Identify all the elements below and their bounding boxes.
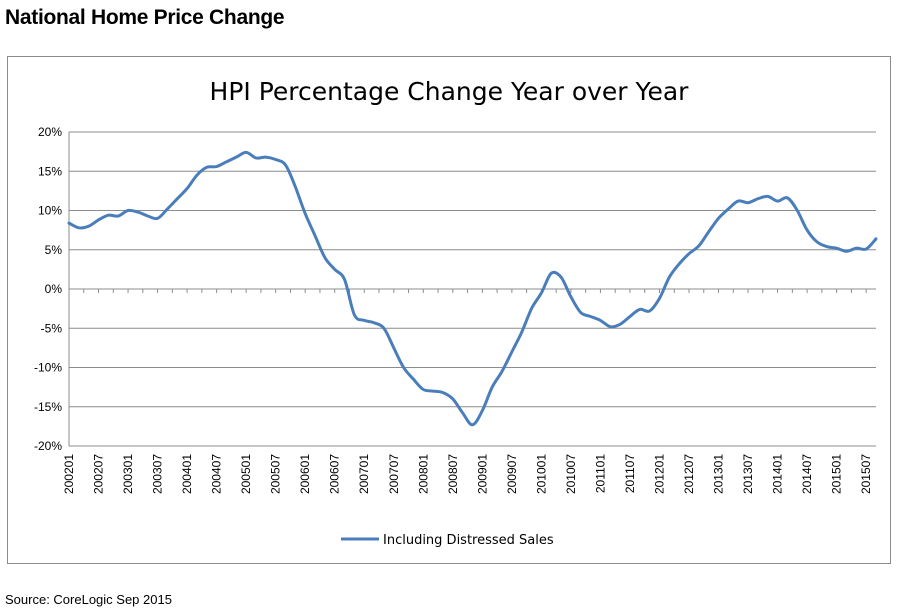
x-tick-label: 200707 — [387, 454, 401, 494]
x-tick-label: 200807 — [446, 454, 460, 494]
y-tick-label: 15% — [38, 164, 62, 178]
x-tick-label: 200907 — [505, 454, 519, 494]
x-tick-label: 201001 — [534, 454, 548, 494]
x-tick-label: 201101 — [593, 454, 607, 493]
x-tick-label: 200301 — [121, 454, 135, 494]
y-tick-label: 20% — [38, 125, 62, 139]
x-tick-label: 200701 — [357, 454, 371, 494]
x-tick-label: 201407 — [800, 454, 814, 494]
y-tick-label: -10% — [34, 361, 62, 375]
series-layer — [67, 150, 878, 427]
x-tick-label: 200607 — [328, 454, 342, 494]
y-tick-label: 10% — [38, 204, 62, 218]
y-tick-label: 0% — [45, 282, 63, 296]
x-tick-label: 201201 — [652, 454, 666, 494]
x-tick-label: 201107 — [623, 454, 637, 493]
chart-title: HPI Percentage Change Year over Year — [210, 77, 690, 106]
x-tick-label: 200601 — [298, 454, 312, 494]
legend-label: Including Distressed Sales — [383, 533, 554, 548]
series-line — [67, 150, 878, 427]
x-tick-label: 200501 — [239, 454, 253, 494]
x-tick-label: 200401 — [180, 454, 194, 494]
x-tick-label: 200201 — [62, 454, 76, 494]
chart-frame: HPI Percentage Change Year over Year -20… — [7, 56, 891, 564]
source-note: Source: CoreLogic Sep 2015 — [5, 592, 172, 607]
x-tick-label: 201501 — [830, 454, 844, 494]
x-tick-label: 200207 — [92, 454, 106, 494]
x-tick-label: 200307 — [151, 454, 165, 494]
x-tick-label: 201401 — [771, 454, 785, 494]
y-tick-label: -20% — [34, 439, 62, 453]
x-axis: 200201 200207 200301 200307 200401 200407 2005… — [62, 288, 876, 494]
x-tick-label: 201307 — [741, 454, 755, 494]
y-tick-label: -15% — [34, 400, 62, 414]
x-tick-label: 200507 — [269, 454, 283, 494]
x-tick-label: 201301 — [712, 454, 726, 494]
x-tick-label: 201207 — [682, 454, 696, 494]
y-tick-label: 5% — [45, 243, 63, 257]
y-tick-label: -5% — [41, 321, 63, 335]
y-axis: -20% -15% -10% -5% 0% 5% 10% 15% 20% — [34, 125, 62, 453]
x-tick-label: 200801 — [416, 454, 430, 494]
legend: Including Distressed Sales — [341, 533, 554, 548]
page-title: National Home Price Change — [5, 6, 285, 29]
line-chart: HPI Percentage Change Year over Year -20… — [34, 77, 878, 548]
x-tick-label: 200901 — [475, 454, 489, 494]
x-tick-label: 201507 — [859, 454, 873, 494]
x-tick-label: 200407 — [210, 454, 224, 494]
x-tick-label: 201007 — [564, 454, 578, 494]
